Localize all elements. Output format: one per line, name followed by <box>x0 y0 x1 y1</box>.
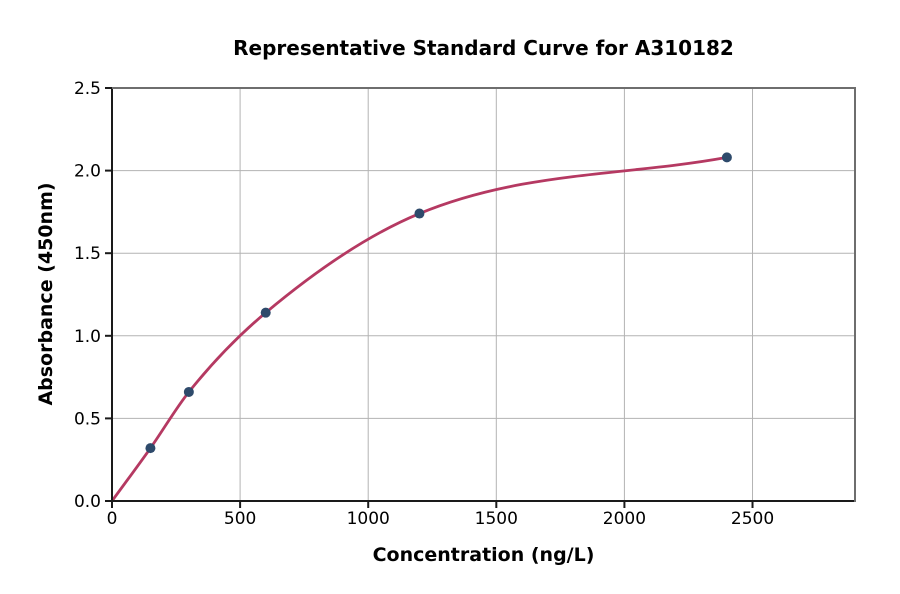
y-tick-label: 0.0 <box>74 492 101 512</box>
y-axis-label: Absorbance (450nm) <box>35 182 57 406</box>
x-axis-label: Concentration (ng/L) <box>372 544 595 566</box>
x-tick-label: 0 <box>107 509 118 529</box>
y-tick-label: 2.0 <box>74 162 101 182</box>
y-tick-label: 1.0 <box>74 327 101 347</box>
y-tick-label: 1.5 <box>74 244 101 264</box>
x-tick-label: 2500 <box>731 509 774 529</box>
chart-title: Representative Standard Curve for A31018… <box>233 36 734 60</box>
data-point <box>414 208 425 219</box>
x-tick-label: 1000 <box>347 509 390 529</box>
y-tick-label: 0.5 <box>74 409 101 429</box>
x-tick-label: 2000 <box>603 509 646 529</box>
y-tick-label: 2.5 <box>74 79 101 99</box>
data-point <box>145 443 156 454</box>
x-tick-label: 1500 <box>475 509 518 529</box>
data-point <box>183 386 194 397</box>
data-point <box>721 152 732 163</box>
data-point <box>260 307 271 318</box>
x-tick-label: 500 <box>224 509 256 529</box>
